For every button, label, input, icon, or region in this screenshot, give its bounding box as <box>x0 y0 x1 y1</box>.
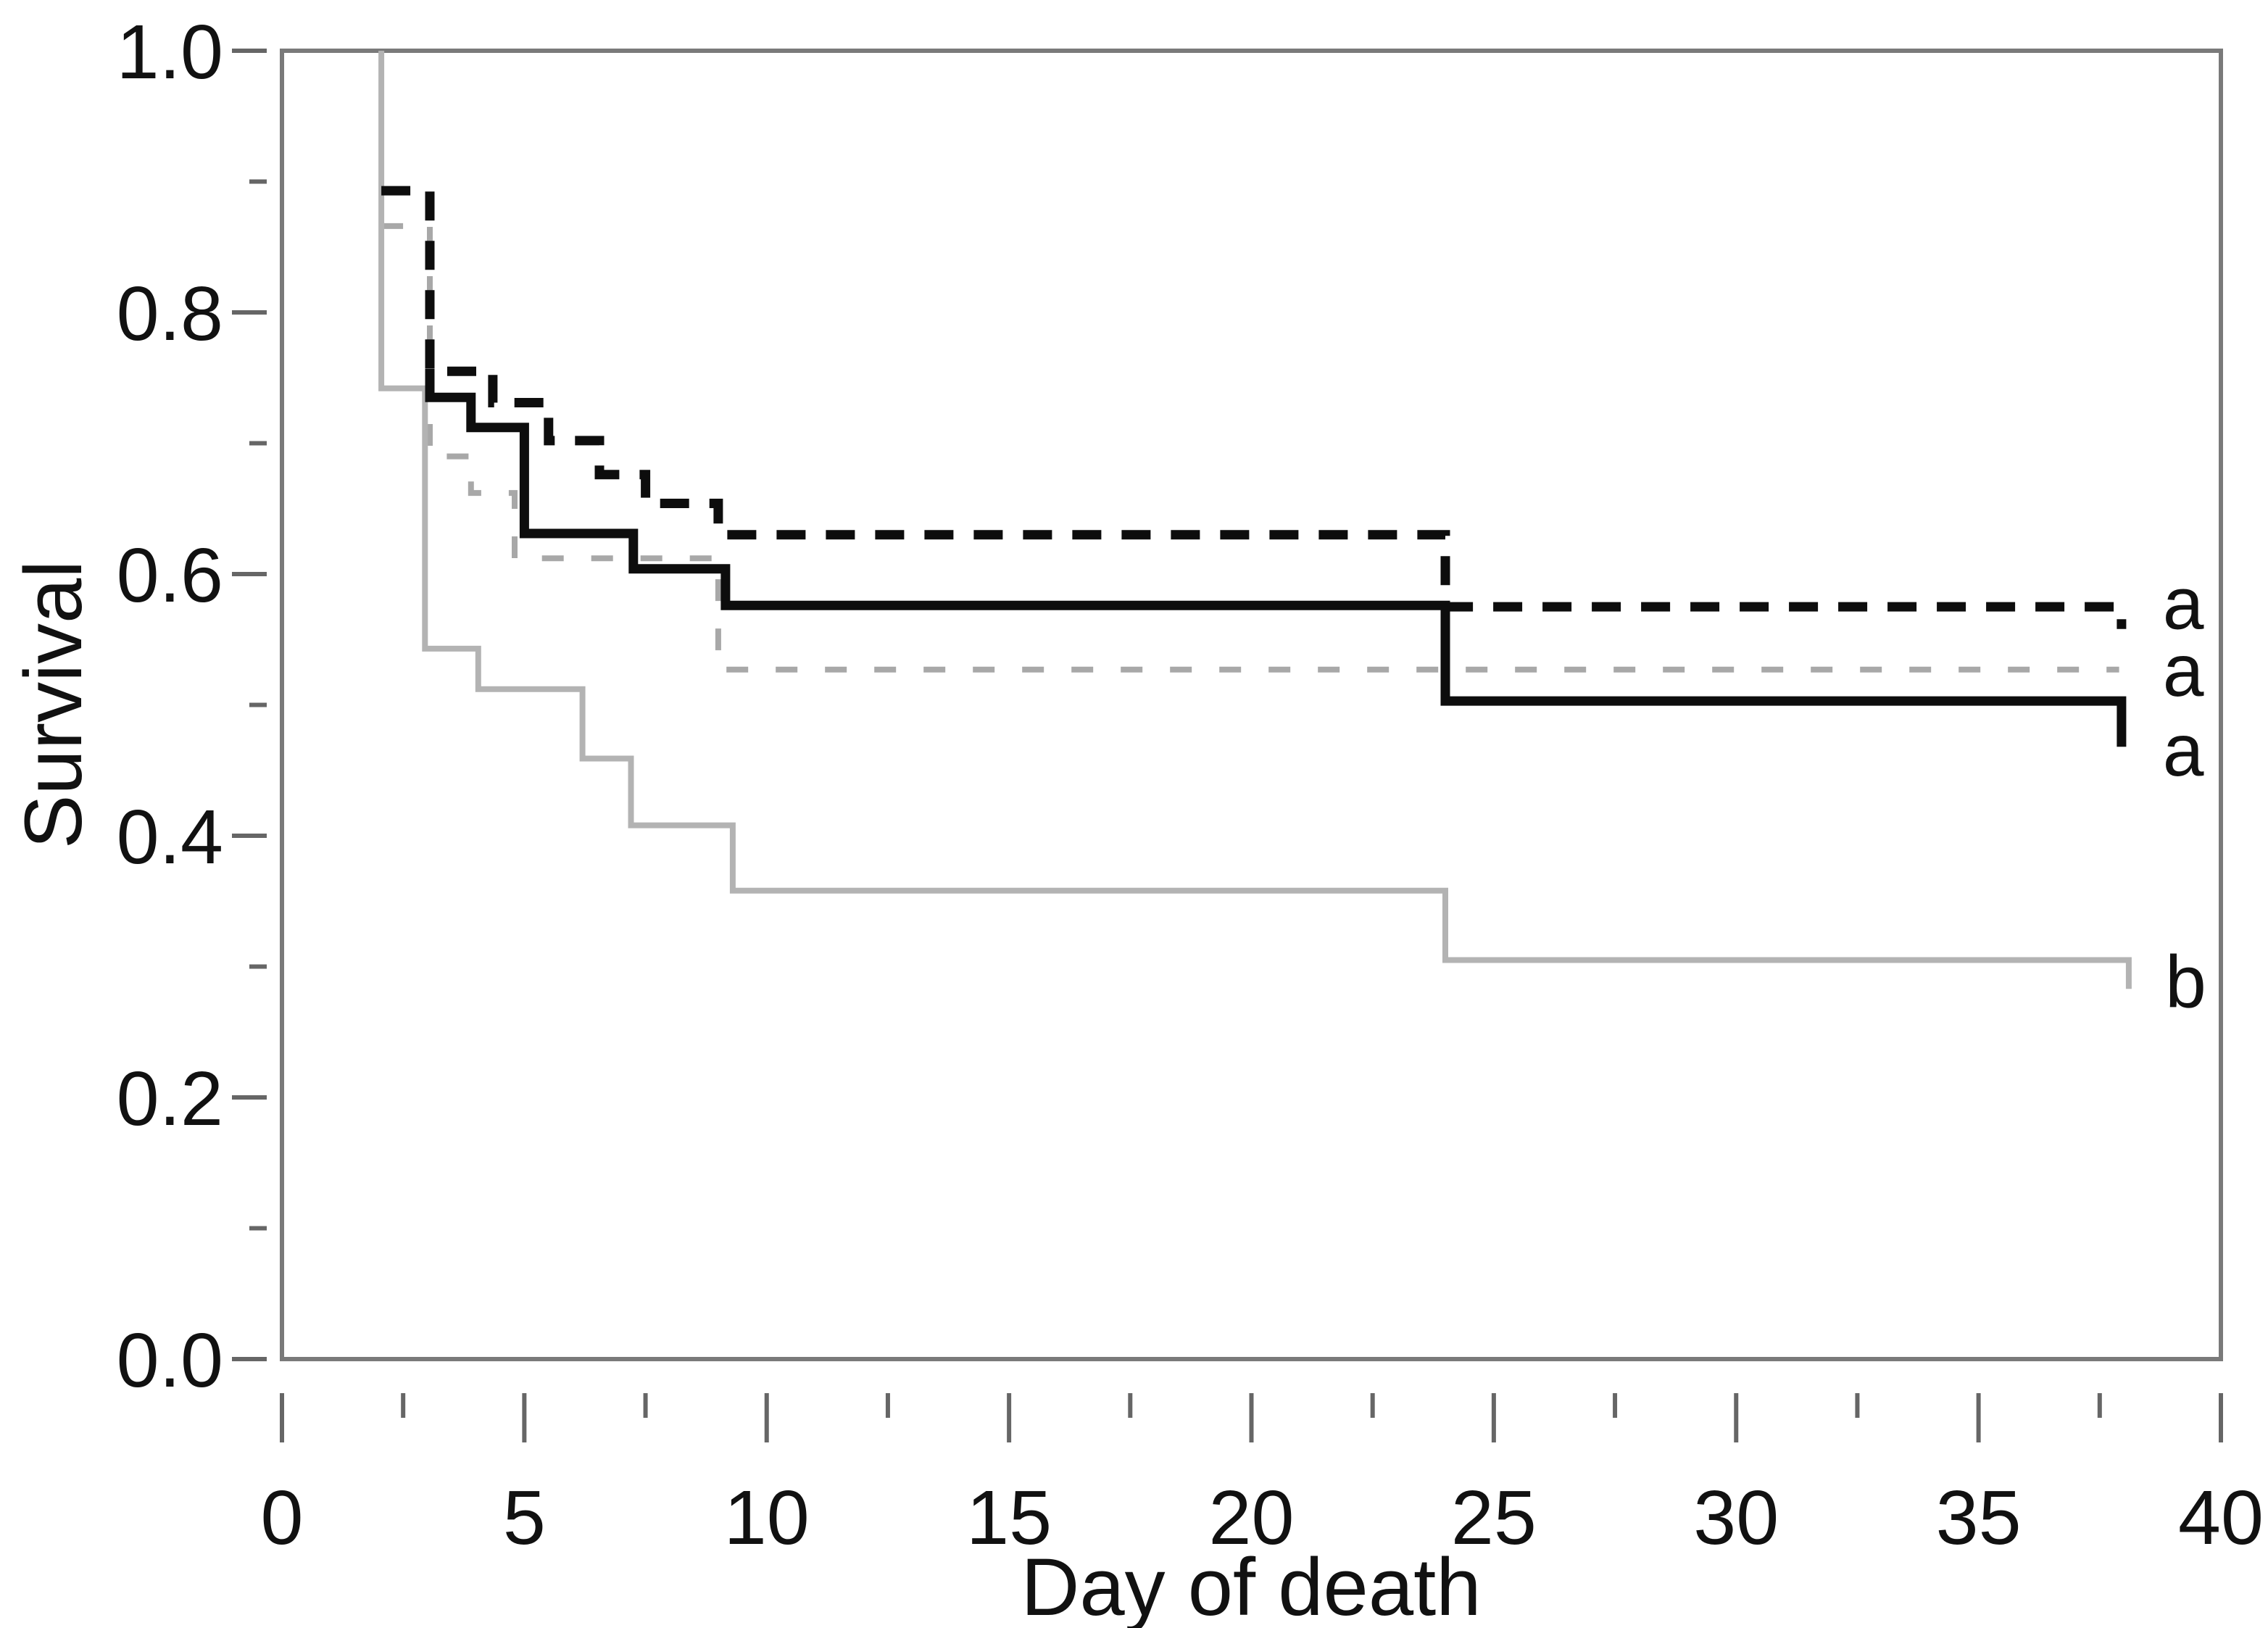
x-tick-label: 30 <box>1693 1475 1779 1561</box>
x-tick-label: 0 <box>261 1475 304 1561</box>
y-axis-ticks <box>232 49 267 1361</box>
gray-solid-curve <box>378 51 2132 989</box>
y-tick-label: 1.0 <box>117 9 223 95</box>
x-axis-labels: 0 5 10 15 20 25 30 35 40 <box>261 1475 2264 1561</box>
y-tick-label: 0.6 <box>117 533 223 618</box>
x-tick-label: 5 <box>503 1475 546 1561</box>
x-tick-label: 20 <box>1209 1475 1295 1561</box>
y-tick-label: 0.4 <box>117 794 223 880</box>
end-label-gray-solid-curve: b <box>2165 940 2206 1023</box>
y-axis-title: Survival <box>8 560 99 849</box>
y-tick-label: 0.8 <box>117 271 223 357</box>
x-tick-label: 35 <box>1936 1475 2022 1561</box>
x-axis-ticks <box>280 1393 2223 1442</box>
plot-frame-group <box>280 49 2223 1361</box>
black-dashed-curve <box>381 186 2127 629</box>
y-axis-labels: 1.0 0.8 0.6 0.4 0.2 0.0 <box>117 9 223 1403</box>
series-end-labels: aaa b <box>2163 562 2206 1023</box>
x-tick-label: 40 <box>2178 1475 2264 1561</box>
y-tick-label: 0.2 <box>117 1056 223 1142</box>
y-tick-label: 0.0 <box>117 1318 223 1403</box>
plot-frame <box>280 49 2223 1361</box>
end-label-black-solid-curve: a <box>2163 709 2204 792</box>
black-solid-curve <box>425 368 2127 747</box>
x-tick-label: 25 <box>1451 1475 1537 1561</box>
end-label-gray-dashed-curve: a <box>2163 629 2204 712</box>
end-label-black-dashed-curve: a <box>2163 562 2204 645</box>
x-tick-label: 15 <box>966 1475 1052 1561</box>
x-tick-label: 10 <box>724 1475 810 1561</box>
series-lines <box>378 51 2132 989</box>
x-axis-title: Day of death <box>1021 1542 1481 1628</box>
